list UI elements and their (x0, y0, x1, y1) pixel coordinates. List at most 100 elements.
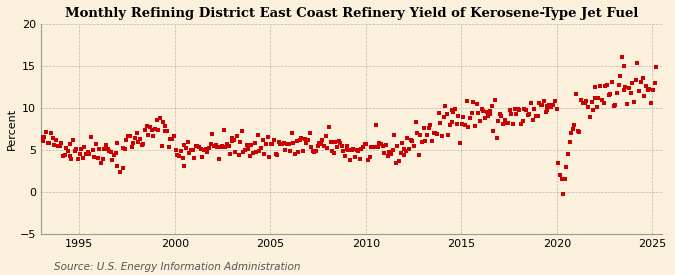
Point (491, 135, 502, 140)
Point (177, 155, 188, 160)
Point (415, 133, 426, 138)
Point (309, 150, 320, 154)
Point (252, 133, 263, 138)
Point (336, 144, 347, 148)
Point (49, 143, 60, 148)
Point (407, 139, 418, 143)
Point (433, 111, 444, 115)
Point (179, 143, 190, 147)
Point (547, 103, 558, 107)
Point (343, 148, 354, 152)
Point (144, 124, 155, 129)
Point (404, 147, 414, 152)
Point (399, 153, 410, 157)
Point (79, 145, 90, 150)
Point (581, 99, 592, 103)
Point (143, 132, 154, 137)
Point (151, 118, 162, 122)
Point (618, 63, 629, 68)
Point (59, 153, 70, 157)
Point (146, 128, 157, 132)
Point (443, 133, 454, 137)
Point (477, 107, 487, 111)
Point (560, 177, 570, 182)
Point (353, 149, 364, 153)
Point (579, 101, 590, 105)
Point (475, 119, 485, 124)
Point (331, 145, 342, 149)
Point (348, 147, 358, 151)
Point (338, 149, 349, 154)
Point (187, 148, 198, 153)
Point (362, 158, 373, 163)
Point (494, 111, 505, 116)
Point (379, 150, 389, 155)
Point (78, 155, 88, 160)
Point (468, 100, 479, 104)
Point (376, 142, 387, 146)
Point (470, 124, 481, 128)
Point (359, 142, 370, 146)
Point (453, 114, 464, 118)
Point (112, 141, 123, 145)
Point (74, 151, 85, 156)
Point (200, 147, 211, 152)
Point (57, 153, 68, 158)
Point (97, 157, 108, 161)
Point (273, 140, 284, 144)
Point (76, 147, 86, 151)
Point (373, 145, 383, 149)
Point (344, 158, 355, 162)
Point (588, 108, 599, 112)
Point (212, 145, 223, 149)
Point (632, 61, 643, 65)
Point (259, 152, 270, 156)
Point (69, 149, 80, 154)
Point (215, 144, 226, 149)
Point (485, 109, 495, 113)
Point (438, 115, 449, 119)
Point (504, 108, 515, 112)
Point (56, 140, 67, 145)
Point (157, 143, 167, 148)
Point (202, 150, 213, 155)
Point (270, 152, 281, 156)
Point (272, 152, 283, 157)
Point (389, 133, 400, 137)
Point (392, 143, 403, 148)
Point (265, 142, 276, 147)
Point (64, 142, 75, 146)
Point (574, 130, 585, 134)
Point (66, 157, 77, 162)
Point (240, 147, 250, 152)
Point (590, 85, 601, 89)
Point (335, 140, 346, 145)
Point (101, 143, 111, 147)
Point (167, 137, 178, 141)
Point (319, 144, 329, 148)
Point (217, 144, 227, 148)
Point (280, 148, 291, 153)
Point (220, 145, 231, 150)
Point (514, 108, 525, 112)
Point (333, 139, 344, 143)
Point (244, 154, 255, 158)
Point (72, 157, 83, 162)
Point (47, 136, 58, 140)
Point (586, 100, 597, 104)
Point (301, 141, 312, 145)
Point (570, 92, 581, 96)
Point (140, 128, 151, 132)
Point (267, 142, 278, 146)
Point (601, 82, 612, 87)
Point (591, 104, 602, 109)
Point (501, 120, 512, 125)
Point (618, 87, 629, 92)
Point (189, 155, 200, 160)
Point (497, 122, 508, 127)
Point (192, 144, 203, 148)
Point (639, 94, 649, 98)
Point (625, 90, 636, 95)
Point (448, 110, 459, 115)
Point (40, 130, 51, 134)
